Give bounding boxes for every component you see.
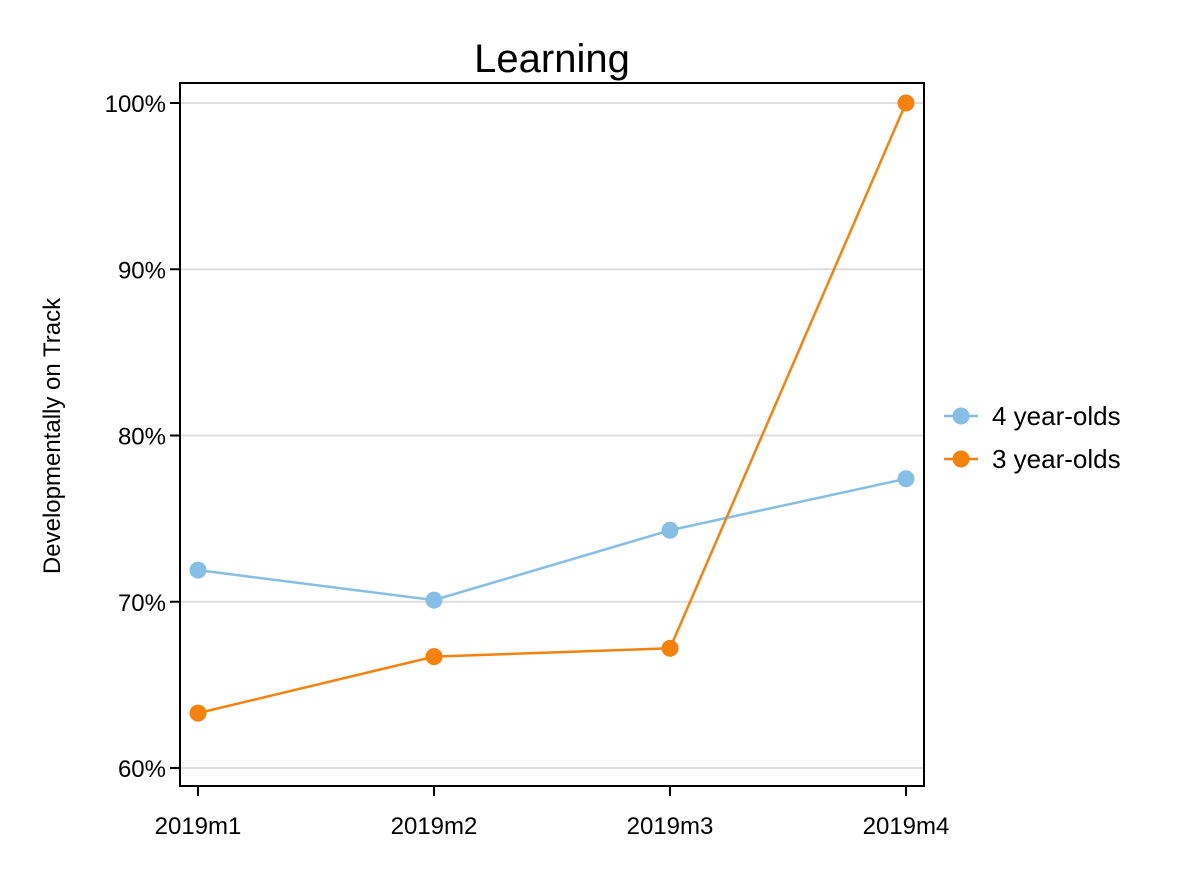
y-axis: 60% 70% 80% 90% 100%: [105, 91, 180, 783]
y-tick-label: 90%: [118, 257, 166, 284]
y-tick-label: 100%: [105, 91, 166, 118]
y-axis-label: Developmentally on Track: [39, 297, 66, 574]
x-tick-label: 2019m3: [627, 813, 714, 840]
data-point: [425, 591, 443, 609]
x-tick-label: 2019m4: [863, 813, 950, 840]
data-point: [897, 470, 915, 488]
x-axis: 2019m1 2019m2 2019m3 2019m4: [155, 786, 950, 840]
legend: 4 year-olds 3 year-olds: [944, 401, 1121, 474]
chart-title: Learning: [474, 37, 630, 81]
gridlines: [180, 102, 924, 769]
legend-marker: [952, 407, 970, 425]
data-point: [425, 648, 443, 666]
series-line: [197, 102, 908, 715]
x-tick-label: 2019m1: [155, 813, 242, 840]
data-point: [189, 704, 207, 722]
x-tick-label: 2019m2: [391, 813, 478, 840]
y-tick-label: 60%: [118, 756, 166, 783]
legend-label: 3 year-olds: [992, 444, 1121, 474]
data-point: [189, 561, 207, 579]
y-tick-label: 70%: [118, 590, 166, 617]
legend-label: 4 year-olds: [992, 401, 1121, 431]
data-point: [661, 639, 679, 657]
series-line: [197, 477, 907, 602]
data-point: [661, 521, 679, 539]
y-tick-label: 80%: [118, 424, 166, 451]
series-group: [189, 94, 915, 722]
data-point: [897, 94, 915, 112]
legend-marker: [952, 450, 970, 468]
